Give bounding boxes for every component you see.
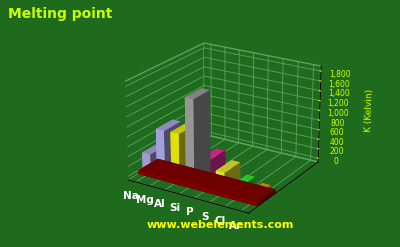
- Text: www.webelements.com: www.webelements.com: [146, 220, 294, 230]
- Text: Melting point: Melting point: [8, 7, 112, 21]
